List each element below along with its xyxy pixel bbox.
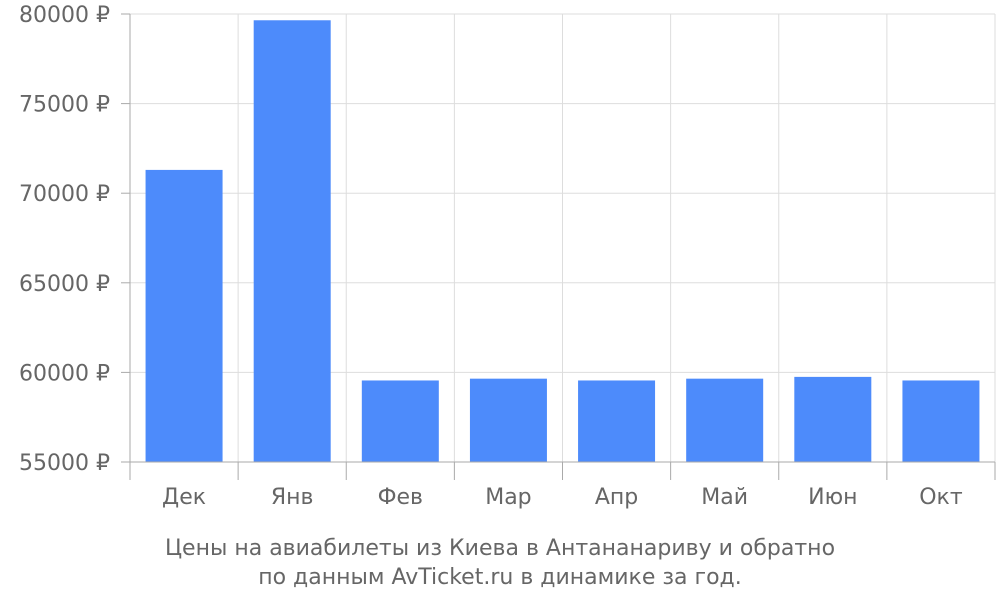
chart-caption-line-2: по данным AvTicket.ru в динамике за год. — [258, 565, 742, 590]
bar-2 — [253, 20, 331, 462]
x-tick-label: Июн — [808, 485, 857, 510]
y-tick-label: 80000 ₽ — [19, 3, 110, 28]
bar-4 — [469, 378, 547, 462]
bar-8 — [902, 380, 980, 462]
x-tick-label: Дек — [162, 485, 206, 510]
price-bar-chart: 55000 ₽ 60000 ₽ 65000 ₽ 70000 ₽ 75000 ₽ 80000… — [19, 3, 996, 510]
x-tick-label: Фев — [378, 485, 423, 510]
x-tick-label: Май — [701, 485, 748, 510]
y-tick-label: 75000 ₽ — [19, 93, 110, 118]
x-tick-label: Мар — [485, 485, 531, 510]
x-tick-label: Окт — [919, 485, 963, 510]
y-tick-label: 60000 ₽ — [19, 361, 110, 386]
x-tick-label: Янв — [271, 485, 314, 510]
bar-7 — [794, 376, 872, 462]
x-tick-labels: Дек Янв Фев Мар Апр Май Июн Окт — [162, 485, 963, 510]
axes — [121, 13, 996, 480]
y-tick-label: 70000 ₽ — [19, 182, 110, 207]
bars — [145, 20, 980, 463]
bar-3 — [361, 380, 439, 462]
bar-5 — [578, 380, 656, 462]
y-tick-label: 65000 ₽ — [19, 272, 110, 297]
chart-caption-line-1: Цены на авиабилеты из Киева в Антананари… — [164, 536, 836, 561]
y-tick-labels: 55000 ₽ 60000 ₽ 65000 ₽ 70000 ₽ 75000 ₽ 80000… — [19, 3, 110, 476]
y-tick-label: 55000 ₽ — [19, 451, 110, 476]
bar-1 — [145, 169, 223, 463]
x-tick-label: Апр — [595, 485, 638, 510]
bar-6 — [686, 378, 764, 462]
